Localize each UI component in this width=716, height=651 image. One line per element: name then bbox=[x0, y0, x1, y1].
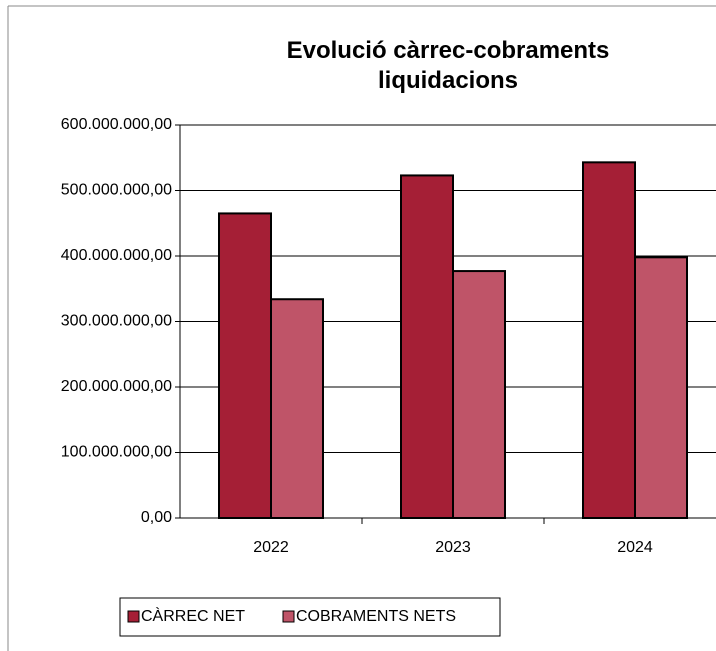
y-tick-label: 600.000.000,00 bbox=[61, 116, 172, 133]
bar bbox=[400, 174, 454, 519]
legend-label: COBRAMENTS NETS bbox=[296, 608, 456, 625]
legend-label: CÀRREC NET bbox=[141, 606, 245, 625]
x-tick-label: 2024 bbox=[617, 539, 653, 556]
y-tick-label: 0,00 bbox=[141, 509, 172, 526]
legend-swatch bbox=[127, 610, 140, 623]
bar bbox=[582, 161, 636, 520]
x-tick-label: 2023 bbox=[435, 539, 471, 556]
y-tick-label: 300.000.000,00 bbox=[61, 313, 172, 330]
bar bbox=[634, 256, 688, 519]
legend-box bbox=[119, 597, 501, 637]
chart-title: Evolució càrrec-cobraments liquidacions bbox=[286, 37, 610, 94]
y-tick-label: 500.000.000,00 bbox=[61, 182, 172, 199]
y-tick-label: 100.000.000,00 bbox=[61, 444, 172, 461]
y-tick-label: 200.000.000,00 bbox=[61, 378, 172, 395]
bar bbox=[270, 298, 324, 520]
x-tick-label: 2022 bbox=[253, 539, 289, 556]
legend-swatch bbox=[282, 610, 295, 623]
bar bbox=[218, 212, 272, 520]
y-tick-label: 400.000.000,00 bbox=[61, 247, 172, 264]
bar bbox=[452, 270, 506, 519]
